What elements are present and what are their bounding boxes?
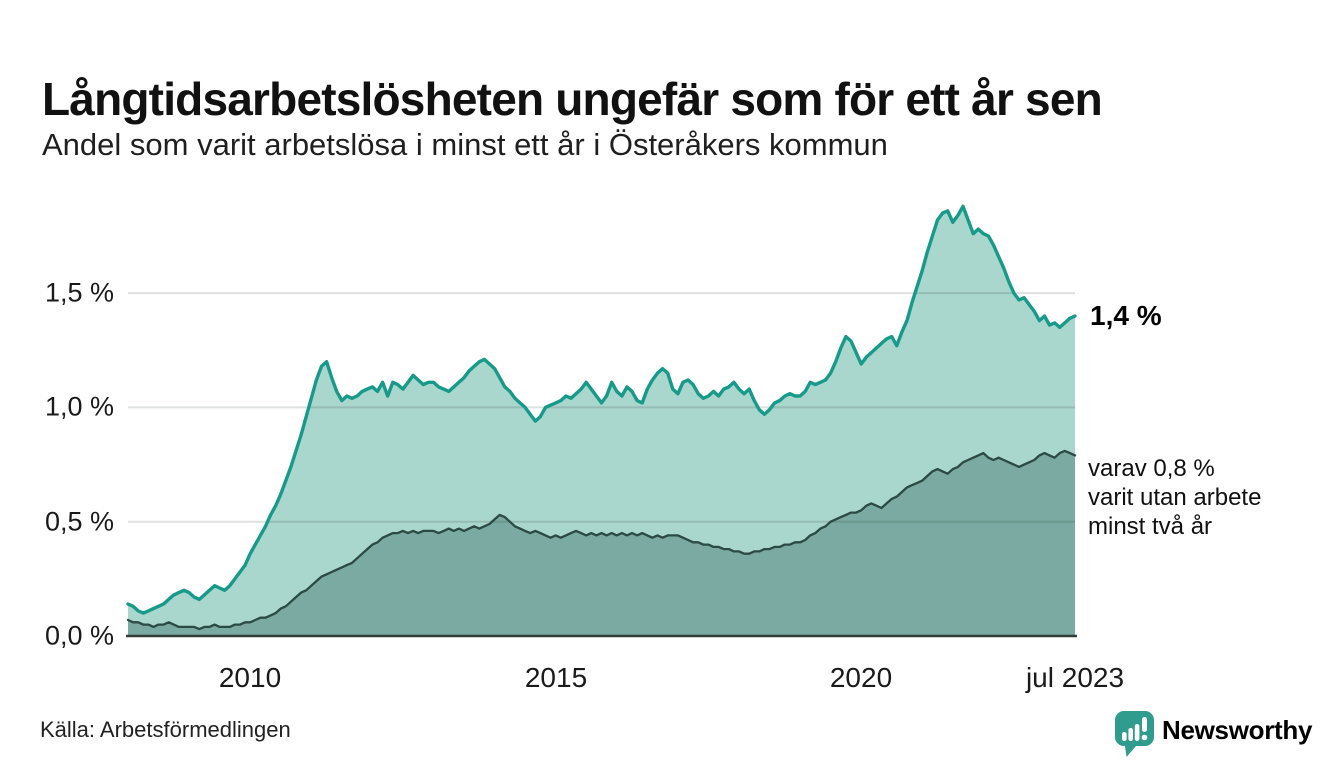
x-axis-tick-label: jul 2023 (1025, 662, 1125, 693)
page-subtitle: Andel som varit arbetslösa i minst ett å… (42, 127, 888, 162)
area-two-years (128, 450, 1075, 636)
logo-exclamation-dot (1141, 734, 1148, 741)
newsworthy-logo-icon (1115, 711, 1154, 757)
y-axis-tick-label: 1,0 % (44, 391, 114, 422)
logo-bar-medium (1128, 728, 1133, 741)
annotation-line-1: varav 0,8 % (1088, 455, 1215, 482)
newsworthy-branding: Newsworthy (1114, 710, 1312, 758)
end-value-label-one-year: 1,4 % (1090, 300, 1162, 331)
y-axis-tick-label: 1,5 % (44, 277, 114, 308)
x-axis-tick-label: 2015 (524, 662, 588, 693)
line-one-year (126, 204, 1077, 615)
logo-bar-large (1134, 724, 1140, 741)
source-note: Källa: Arbetsförmedlingen (40, 717, 291, 742)
brand-name: Newsworthy (1162, 715, 1313, 745)
logo-exclamation-bar (1142, 717, 1147, 732)
line-two-years (126, 449, 1077, 631)
y-axis-tick-label: 0,5 % (44, 506, 114, 537)
y-axis-tick-label: 0,0 % (44, 620, 114, 651)
logo-bar-small (1122, 732, 1127, 741)
x-axis-tick-label: 2010 (218, 662, 282, 693)
annotation-line-3: minst två år (1088, 513, 1213, 540)
end-value-annotation-two-years: varav 0,8 % varit utan arbete minst två … (1088, 454, 1261, 541)
x-axis-tick-label: 2020 (829, 662, 893, 693)
page-title: Långtidsarbetslösheten ungefär som för e… (42, 72, 1103, 125)
annotation-line-2: varit utan arbete (1088, 484, 1262, 511)
